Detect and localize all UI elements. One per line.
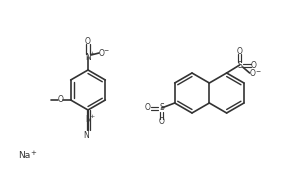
- Text: +: +: [90, 51, 94, 56]
- Text: O: O: [85, 36, 91, 46]
- Text: N: N: [85, 53, 91, 62]
- Text: S: S: [159, 103, 164, 112]
- Text: O: O: [145, 103, 150, 112]
- Text: O: O: [159, 117, 164, 127]
- Text: N: N: [85, 116, 91, 124]
- Text: N: N: [83, 130, 89, 140]
- Text: −: −: [103, 48, 109, 53]
- Text: O: O: [250, 69, 256, 78]
- Text: −: −: [255, 69, 260, 74]
- Text: +: +: [89, 114, 95, 119]
- Text: O: O: [237, 46, 243, 56]
- Text: O: O: [251, 61, 257, 69]
- Text: +: +: [30, 150, 36, 156]
- Text: Na: Na: [18, 151, 30, 161]
- Text: S: S: [237, 61, 242, 69]
- Text: O: O: [58, 96, 63, 104]
- Text: O: O: [99, 48, 105, 57]
